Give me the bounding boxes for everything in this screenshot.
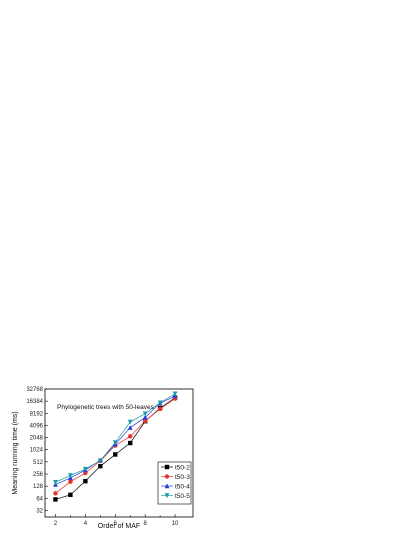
legend-label: t50-4	[175, 483, 190, 490]
data-point	[128, 434, 133, 439]
x-tick-label: 8	[143, 521, 147, 527]
series-t50-5	[53, 391, 178, 485]
y-tick-label: 4096	[30, 423, 44, 429]
legend-label: t50-2	[175, 464, 190, 471]
y-axis-title: Meaning running time (ms)	[12, 411, 19, 494]
series-line	[55, 397, 176, 500]
data-point	[97, 458, 103, 464]
data-point	[68, 479, 73, 484]
y-tick-label: 8192	[30, 411, 44, 417]
legend-marker	[164, 464, 170, 470]
data-point	[127, 419, 133, 425]
legend-label: t50-5	[175, 493, 190, 500]
legend-label: t50-3	[175, 474, 190, 481]
x-tick-label: 4	[84, 521, 88, 527]
y-axis: 32 64 128 256 512 1024 2048 4096 8192 16384 32768	[26, 387, 48, 514]
data-point	[83, 478, 88, 484]
data-point	[82, 466, 88, 472]
y-tick-label: 1024	[30, 448, 44, 454]
data-point	[142, 418, 148, 424]
data-point	[68, 492, 73, 498]
y-tick-label: 32768	[26, 387, 43, 393]
data-point	[142, 414, 148, 420]
data-point	[142, 411, 148, 417]
series-layer	[53, 391, 178, 502]
data-point	[68, 473, 73, 479]
data-point	[53, 497, 58, 502]
legend-item: t50-2	[161, 464, 190, 471]
y-tick-label: 32	[36, 508, 43, 514]
legend-item: t50-4	[161, 483, 190, 490]
y-tick-label: 64	[36, 496, 43, 502]
x-tick-label: 10	[172, 521, 179, 527]
x-axis-title: Order of MAF	[98, 523, 140, 530]
data-point	[112, 440, 118, 446]
x-tick-label: 6	[114, 521, 118, 527]
data-point	[127, 425, 133, 430]
data-point	[113, 452, 118, 457]
legend-item: t50-5	[161, 493, 190, 500]
legend-box	[157, 461, 192, 505]
y-tick-label: 2048	[30, 436, 44, 442]
legend: t50-2 t50-3 t50-4 t50-5	[157, 461, 192, 505]
data-point	[157, 406, 163, 412]
x-axis: 2 4 6 8 10	[54, 514, 179, 527]
y-tick-label: 512	[33, 460, 44, 466]
legend-item: t50-3	[161, 474, 190, 481]
data-point	[128, 440, 133, 446]
data-point	[157, 400, 163, 406]
chart-title: Phylogenetic trees with 50-leaves	[57, 404, 155, 411]
data-point	[98, 463, 103, 469]
y-tick-label: 256	[33, 472, 44, 478]
y-tick-label: 128	[33, 484, 44, 490]
plot-frame	[44, 388, 194, 518]
legend-marker	[164, 474, 170, 479]
data-point	[53, 480, 58, 485]
y-tick-label: 16384	[26, 399, 43, 405]
data-point	[172, 391, 178, 397]
legend-marker	[164, 493, 170, 499]
data-point	[53, 491, 58, 496]
legend-marker	[164, 483, 170, 489]
x-tick-label: 2	[54, 521, 58, 527]
